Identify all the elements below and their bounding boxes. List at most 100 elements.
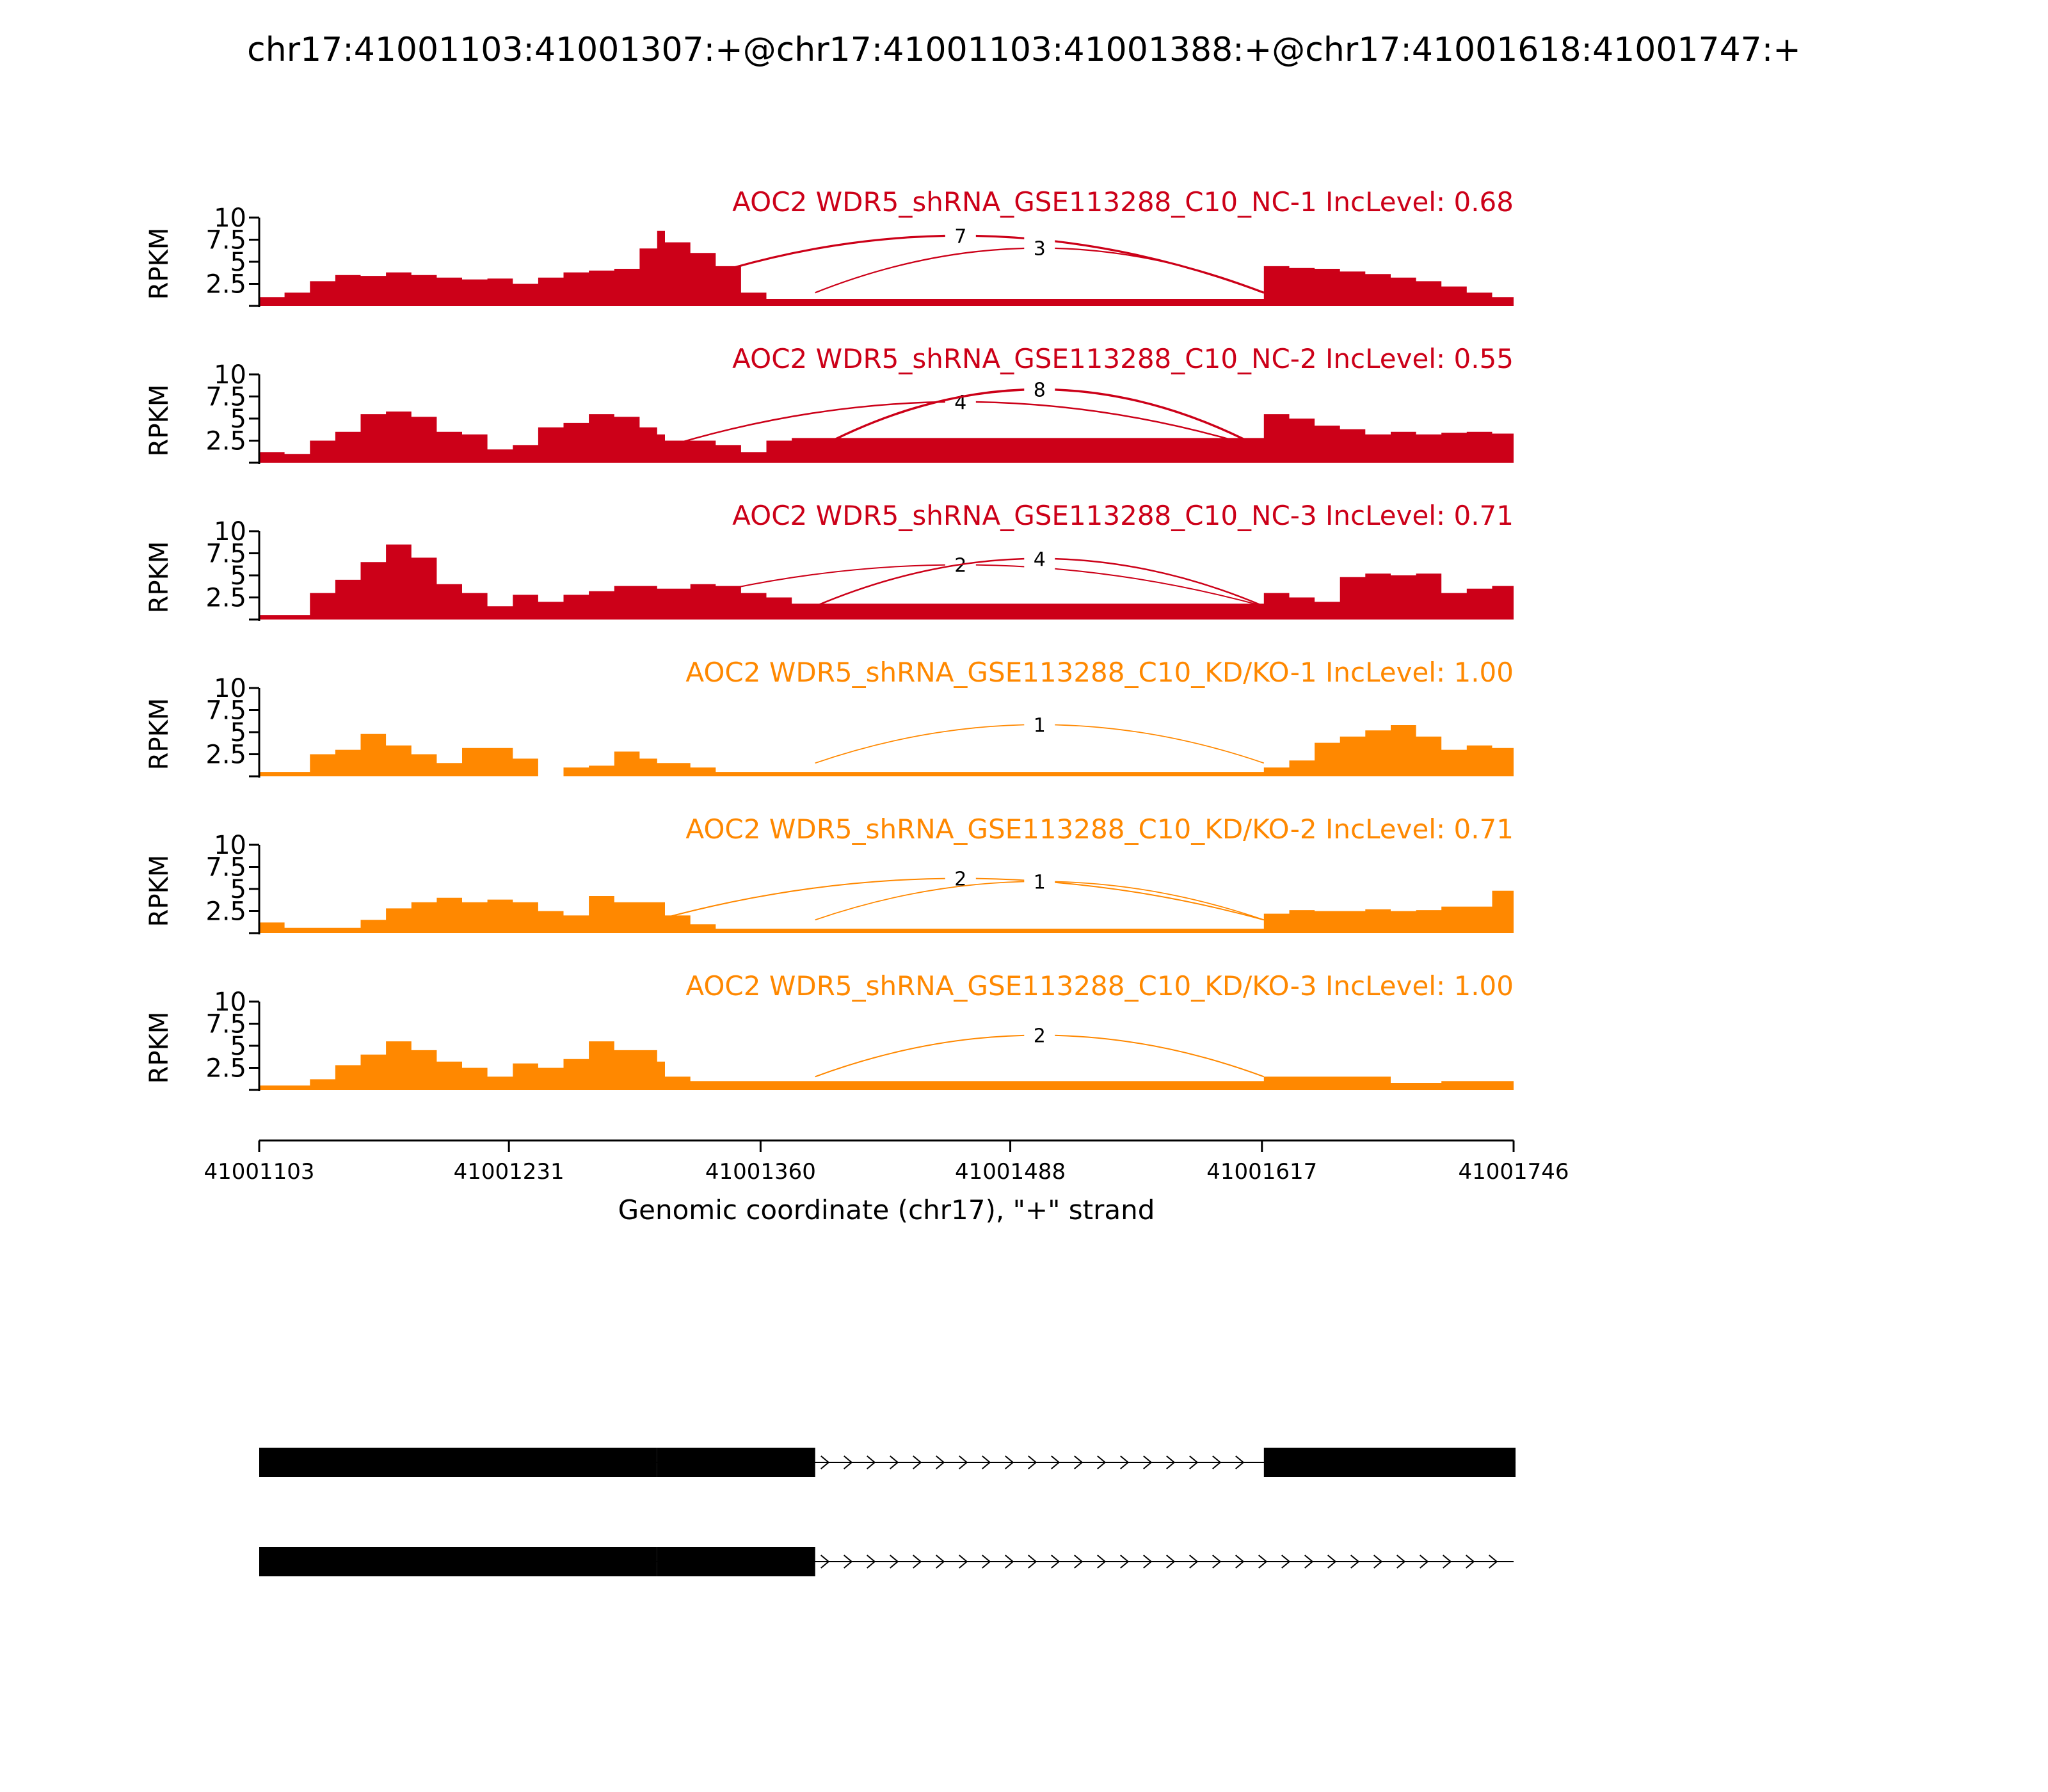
coverage-area <box>259 890 1514 933</box>
junction-label-bg <box>945 223 976 249</box>
strand-chevron-icon <box>1235 1555 1245 1569</box>
y-tick-label: 7.5 <box>205 540 246 569</box>
track-label: AOC2 WDR5_shRNA_GSE113288_C10_KD/KO-1 In… <box>685 657 1514 688</box>
y-tick-label: 2.5 <box>205 740 246 770</box>
strand-chevron-icon <box>1005 1455 1014 1469</box>
exon-block <box>259 1448 657 1477</box>
y-tick-label: 5 <box>230 1032 246 1061</box>
track-label: AOC2 WDR5_shRNA_GSE113288_C10_NC-1 IncLe… <box>732 186 1514 218</box>
strand-chevron-icon <box>1189 1555 1199 1569</box>
track-label: AOC2 WDR5_shRNA_GSE113288_C10_NC-2 IncLe… <box>732 343 1514 374</box>
x-tick-label: 41001231 <box>454 1159 564 1185</box>
strand-chevron-icon <box>1235 1455 1245 1469</box>
junction-count-label: 4 <box>954 392 966 414</box>
strand-chevron-icon <box>1074 1555 1084 1569</box>
strand-chevron-icon <box>1120 1455 1130 1469</box>
strand-chevron-icon <box>1212 1455 1222 1469</box>
y-axis-label: RPKM <box>145 385 174 457</box>
y-tick-label: 10 <box>214 988 246 1017</box>
strand-chevron-icon <box>1304 1555 1314 1569</box>
strand-chevron-icon <box>820 1455 830 1469</box>
coverage-area <box>259 1041 1514 1090</box>
strand-chevron-icon <box>936 1455 945 1469</box>
x-axis-label: Genomic coordinate (chr17), "+" strand <box>618 1194 1155 1226</box>
strand-chevron-icon <box>1350 1555 1360 1569</box>
junction-count-label: 2 <box>1034 1025 1046 1047</box>
junction-count-label: 1 <box>1034 871 1046 893</box>
junction-label-bg <box>1024 235 1055 261</box>
x-tick-label: 41001103 <box>204 1159 314 1185</box>
strand-chevron-icon <box>890 1555 899 1569</box>
strand-chevron-icon <box>1028 1455 1037 1469</box>
figure-title: chr17:41001103:41001307:+@chr17:41001103… <box>247 31 1801 69</box>
strand-chevron-icon <box>1443 1555 1452 1569</box>
strand-chevron-icon <box>1327 1555 1337 1569</box>
strand-chevron-icon <box>1420 1555 1429 1569</box>
junction-count-label: 1 <box>1034 714 1046 737</box>
strand-chevron-icon <box>959 1555 968 1569</box>
coverage-area <box>259 230 1514 306</box>
y-axis-label: RPKM <box>145 1012 174 1084</box>
strand-chevron-icon <box>1189 1455 1199 1469</box>
y-tick-label: 2.5 <box>205 427 246 456</box>
strand-chevron-icon <box>1143 1555 1153 1569</box>
exon-block <box>657 1547 815 1576</box>
strand-chevron-icon <box>1051 1455 1060 1469</box>
y-tick-label: 7.5 <box>205 696 246 726</box>
strand-chevron-icon <box>890 1455 899 1469</box>
track-6: 2.557.510 RPKM AOC2 WDR5_shRNA_GSE113288_C… <box>145 970 1514 1091</box>
strand-chevron-icon <box>1097 1455 1107 1469</box>
junction-label-bg <box>945 865 976 892</box>
y-tick-label: 7.5 <box>205 853 246 883</box>
strand-chevron-icon <box>1258 1555 1268 1569</box>
y-axis-label: RPKM <box>145 698 174 771</box>
y-tick-label: 10 <box>214 831 246 860</box>
junction-count-label: 4 <box>1034 548 1046 571</box>
strand-chevron-icon <box>867 1555 876 1569</box>
y-tick-label: 7.5 <box>205 1010 246 1039</box>
y-tick-label: 7.5 <box>205 383 246 412</box>
y-tick-label: 2.5 <box>205 897 246 927</box>
junction-count-label: 7 <box>954 225 966 248</box>
coverage-area <box>259 412 1514 463</box>
junction-label-bg <box>1024 868 1055 895</box>
isoform-1 <box>259 1448 1516 1477</box>
strand-chevron-icon <box>844 1455 853 1469</box>
strand-chevron-icon <box>1120 1555 1130 1569</box>
y-tick-label: 10 <box>214 517 246 547</box>
junction-label-bg <box>1024 1022 1055 1048</box>
junction-count-label: 3 <box>1034 238 1046 260</box>
exon-block <box>259 1547 657 1576</box>
junction-label-bg <box>945 388 976 415</box>
strand-chevron-icon <box>1166 1455 1176 1469</box>
y-tick-label: 10 <box>214 204 246 233</box>
y-tick-label: 2.5 <box>205 1054 246 1084</box>
track-1: 2.557.510 RPKM AOC2 WDR5_shRNA_GSE113288_C… <box>145 186 1514 307</box>
exon-block <box>1263 1448 1516 1477</box>
strand-chevron-icon <box>1489 1555 1498 1569</box>
y-tick-label: 10 <box>214 674 246 703</box>
strand-chevron-icon <box>913 1555 922 1569</box>
track-3: 2.557.510 RPKM AOC2 WDR5_shRNA_GSE113288_C… <box>145 500 1514 621</box>
strand-chevron-icon <box>982 1555 991 1569</box>
strand-chevron-icon <box>867 1455 876 1469</box>
junction-count-label: 8 <box>1034 379 1046 401</box>
junction-label-bg <box>1024 376 1055 403</box>
junction-label-bg <box>1024 545 1055 572</box>
y-tick-label: 7.5 <box>205 226 246 255</box>
strand-chevron-icon <box>936 1555 945 1569</box>
strand-chevron-icon <box>959 1455 968 1469</box>
strand-chevron-icon <box>1212 1555 1222 1569</box>
y-tick-label: 2.5 <box>205 270 246 300</box>
junction-count-label: 2 <box>954 554 966 577</box>
x-axis: 41001103 41001231 41001360 41001488 41001617… <box>204 1139 1569 1185</box>
strand-chevron-icon <box>1166 1555 1176 1569</box>
track-label: AOC2 WDR5_shRNA_GSE113288_C10_NC-3 IncLe… <box>732 500 1514 531</box>
isoform-2 <box>259 1547 1514 1576</box>
strand-chevron-icon <box>820 1555 830 1569</box>
x-tick-label: 41001360 <box>705 1159 816 1185</box>
track-4: 2.557.510 RPKM AOC2 WDR5_shRNA_GSE113288_C… <box>145 657 1514 778</box>
track-2: 2.557.510 RPKM AOC2 WDR5_shRNA_GSE113288_C… <box>145 343 1514 464</box>
junction-count-label: 2 <box>954 868 966 890</box>
